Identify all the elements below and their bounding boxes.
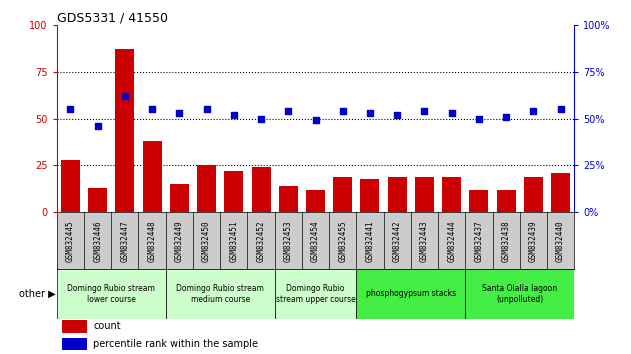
Point [392, 112, 402, 118]
Point [501, 114, 511, 120]
Text: GSM832451: GSM832451 [229, 220, 239, 262]
Text: GSM832437: GSM832437 [475, 220, 483, 262]
Point [528, 108, 538, 114]
Bar [551, 173, 570, 212]
Text: GSM832455: GSM832455 [338, 220, 347, 262]
FancyBboxPatch shape [274, 269, 357, 319]
Point [283, 108, 293, 114]
Bar [252, 167, 271, 212]
Text: GSM832449: GSM832449 [175, 220, 184, 262]
Bar [279, 186, 298, 212]
Bar [469, 190, 488, 212]
Text: percentile rank within the sample: percentile rank within the sample [93, 339, 258, 349]
Bar [306, 190, 325, 212]
Bar [143, 141, 162, 212]
Text: GSM832438: GSM832438 [502, 220, 510, 262]
FancyBboxPatch shape [57, 269, 166, 319]
Bar [524, 177, 543, 212]
Bar [442, 177, 461, 212]
Text: GSM832445: GSM832445 [66, 220, 75, 262]
Point [365, 110, 375, 116]
Text: GSM832439: GSM832439 [529, 220, 538, 262]
FancyBboxPatch shape [357, 269, 465, 319]
Point [474, 116, 484, 121]
Bar [61, 160, 80, 212]
Bar [115, 49, 134, 212]
Text: GSM832446: GSM832446 [93, 220, 102, 262]
Bar [62, 338, 87, 350]
Point [420, 108, 430, 114]
Bar [62, 320, 87, 333]
Point [256, 116, 266, 121]
Text: GSM832448: GSM832448 [148, 220, 156, 262]
Text: GSM832452: GSM832452 [257, 220, 266, 262]
Point [147, 106, 157, 112]
Text: other ▶: other ▶ [19, 289, 56, 299]
Text: GDS5331 / 41550: GDS5331 / 41550 [57, 12, 168, 25]
Text: count: count [93, 321, 121, 331]
Point [120, 93, 130, 99]
Point [338, 108, 348, 114]
Text: phosphogypsum stacks: phosphogypsum stacks [366, 289, 456, 298]
Text: GSM832440: GSM832440 [556, 220, 565, 262]
Point [93, 123, 103, 129]
Bar [415, 177, 434, 212]
Text: GSM832453: GSM832453 [284, 220, 293, 262]
Point [229, 112, 239, 118]
Text: Domingo Rubio
stream upper course: Domingo Rubio stream upper course [276, 284, 355, 303]
Point [447, 110, 457, 116]
Bar [360, 179, 379, 212]
FancyBboxPatch shape [465, 269, 574, 319]
Point [555, 106, 565, 112]
Bar [224, 171, 244, 212]
Text: GSM832443: GSM832443 [420, 220, 429, 262]
Point [174, 110, 184, 116]
Point [310, 118, 321, 123]
Point [66, 106, 76, 112]
Text: GSM832454: GSM832454 [311, 220, 320, 262]
FancyBboxPatch shape [166, 269, 274, 319]
Text: GSM832444: GSM832444 [447, 220, 456, 262]
Text: Domingo Rubio stream
lower course: Domingo Rubio stream lower course [68, 284, 155, 303]
Bar [197, 165, 216, 212]
Text: Domingo Rubio stream
medium course: Domingo Rubio stream medium course [176, 284, 264, 303]
Text: GSM832441: GSM832441 [365, 220, 374, 262]
Point [201, 106, 211, 112]
Text: GSM832442: GSM832442 [392, 220, 402, 262]
Bar [387, 177, 407, 212]
Bar [88, 188, 107, 212]
Text: GSM832447: GSM832447 [121, 220, 129, 262]
Bar [497, 190, 516, 212]
Text: Santa Olalla lagoon
(unpolluted): Santa Olalla lagoon (unpolluted) [482, 284, 557, 303]
Text: GSM832450: GSM832450 [202, 220, 211, 262]
Bar [170, 184, 189, 212]
Bar [333, 177, 352, 212]
